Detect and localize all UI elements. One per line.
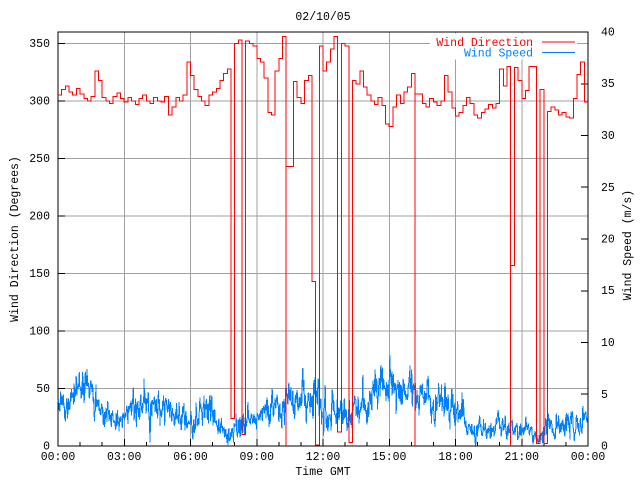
svg-text:03:00: 03:00 bbox=[107, 451, 142, 464]
svg-text:200: 200 bbox=[29, 211, 50, 224]
svg-text:00:00: 00:00 bbox=[41, 451, 76, 464]
svg-text:15:00: 15:00 bbox=[372, 451, 407, 464]
svg-text:12:00: 12:00 bbox=[306, 451, 341, 464]
svg-text:09:00: 09:00 bbox=[240, 451, 275, 464]
svg-text:300: 300 bbox=[29, 96, 50, 109]
svg-text:Wind Direction (Degrees): Wind Direction (Degrees) bbox=[9, 156, 22, 322]
svg-text:Wind Speed: Wind Speed bbox=[464, 48, 533, 61]
svg-text:20: 20 bbox=[601, 234, 615, 247]
svg-text:150: 150 bbox=[29, 268, 50, 281]
svg-text:Wind Speed (m/s): Wind Speed (m/s) bbox=[622, 190, 635, 300]
svg-text:15: 15 bbox=[601, 285, 615, 298]
svg-text:18:00: 18:00 bbox=[438, 451, 473, 464]
svg-text:02/10/05: 02/10/05 bbox=[295, 11, 350, 24]
svg-text:350: 350 bbox=[29, 38, 50, 51]
svg-text:Time GMT: Time GMT bbox=[295, 466, 350, 479]
svg-text:100: 100 bbox=[29, 326, 50, 339]
svg-text:10: 10 bbox=[601, 337, 615, 350]
svg-text:35: 35 bbox=[601, 78, 615, 91]
svg-text:40: 40 bbox=[601, 27, 615, 40]
svg-text:0: 0 bbox=[601, 441, 608, 454]
svg-text:00:00: 00:00 bbox=[571, 451, 606, 464]
svg-text:30: 30 bbox=[601, 130, 615, 143]
svg-text:0: 0 bbox=[43, 441, 50, 454]
svg-text:06:00: 06:00 bbox=[173, 451, 208, 464]
svg-text:250: 250 bbox=[29, 153, 50, 166]
svg-text:50: 50 bbox=[36, 383, 50, 396]
svg-text:5: 5 bbox=[601, 389, 608, 402]
svg-text:Wind Direction: Wind Direction bbox=[436, 37, 533, 50]
svg-text:21:00: 21:00 bbox=[505, 451, 540, 464]
svg-text:25: 25 bbox=[601, 182, 615, 195]
